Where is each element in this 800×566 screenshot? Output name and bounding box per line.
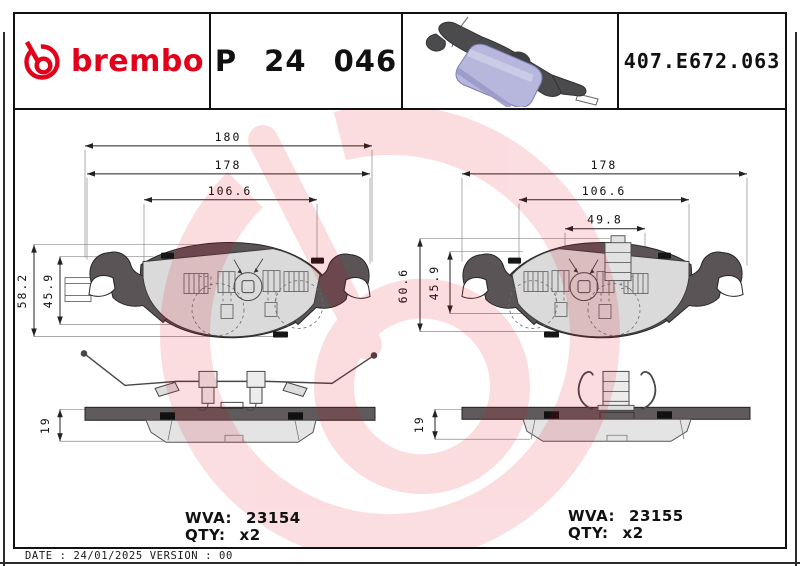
qty-label: QTY: bbox=[568, 524, 609, 542]
reference-cell: 407.E672.063 bbox=[617, 14, 785, 108]
wear-indicator-wire bbox=[80, 350, 378, 411]
reference-number: 407.E672.063 bbox=[623, 49, 781, 73]
date-value: 24/01/2025 bbox=[73, 550, 143, 562]
wva-label: WVA: bbox=[185, 509, 233, 527]
drawing-area: 180 178 106.6 58.2 45.9 19 bbox=[15, 110, 785, 547]
version-value: 00 bbox=[219, 550, 233, 562]
right-pad-side-view bbox=[461, 370, 751, 442]
dim-width-pad-right: 106.6 bbox=[582, 184, 627, 198]
footer-date-version: DATE : 24/01/2025 VERSION : 00 bbox=[25, 550, 233, 562]
technical-drawing: 180 178 106.6 58.2 45.9 19 bbox=[15, 110, 751, 547]
wva-label: WVA: bbox=[568, 507, 616, 525]
qty-value: x2 bbox=[622, 524, 644, 542]
dim-width-pad-left: 106.6 bbox=[208, 184, 253, 198]
right-pad-codes: WVA: 23155 QTY: x2 bbox=[568, 508, 684, 542]
date-label: DATE : bbox=[25, 550, 67, 562]
right-pad-spring-mount bbox=[604, 235, 632, 282]
wva-value: 23155 bbox=[629, 507, 684, 525]
brand-wordmark: brembo bbox=[71, 43, 204, 79]
dim-width-plate-left: 178 bbox=[215, 158, 242, 172]
brembo-emblem-icon bbox=[24, 40, 60, 80]
dim-thickness-left: 19 bbox=[38, 416, 52, 434]
qty-value: x2 bbox=[239, 526, 261, 544]
version-label: VERSION : bbox=[149, 550, 213, 562]
left-pad-side-view bbox=[84, 401, 376, 443]
part-number: P 24 046 bbox=[214, 44, 398, 78]
page-edge-bottom bbox=[0, 562, 800, 564]
dim-height-pad-left: 45.9 bbox=[41, 273, 55, 309]
dim-width-spring-right: 49.8 bbox=[587, 213, 623, 227]
dim-width-plate-right: 178 bbox=[591, 158, 618, 172]
page-edge-right bbox=[795, 32, 797, 566]
product-photo-cell bbox=[401, 14, 617, 108]
dim-width-outer-left: 180 bbox=[215, 130, 242, 144]
pad-edge-lip bbox=[64, 277, 92, 303]
dim-height-pad-right: 45.9 bbox=[427, 265, 441, 301]
brand-cell: brembo bbox=[15, 14, 209, 108]
dim-height-total-left: 58.2 bbox=[15, 273, 29, 309]
left-pad-drawing: 180 178 106.6 58.2 45.9 19 bbox=[15, 130, 378, 443]
anti-rattle-spring bbox=[577, 370, 657, 411]
header-row: brembo P 24 046 bbox=[15, 14, 785, 110]
page-edge-left bbox=[3, 32, 5, 566]
wva-value: 23154 bbox=[246, 509, 301, 527]
brake-pad-3d-render bbox=[425, 16, 599, 107]
datasheet-frame: brembo P 24 046 bbox=[13, 12, 787, 549]
right-pad-drawing: 178 106.6 49.8 60.6 45.9 19 bbox=[396, 158, 751, 442]
left-pad-codes: WVA: 23154 QTY: x2 bbox=[185, 510, 301, 544]
part-number-cell: P 24 046 bbox=[209, 14, 401, 108]
dim-thickness-right: 19 bbox=[412, 415, 426, 433]
brembo-watermark-icon bbox=[160, 110, 620, 547]
dim-height-total-right: 60.6 bbox=[396, 268, 410, 304]
qty-label: QTY: bbox=[185, 526, 226, 544]
